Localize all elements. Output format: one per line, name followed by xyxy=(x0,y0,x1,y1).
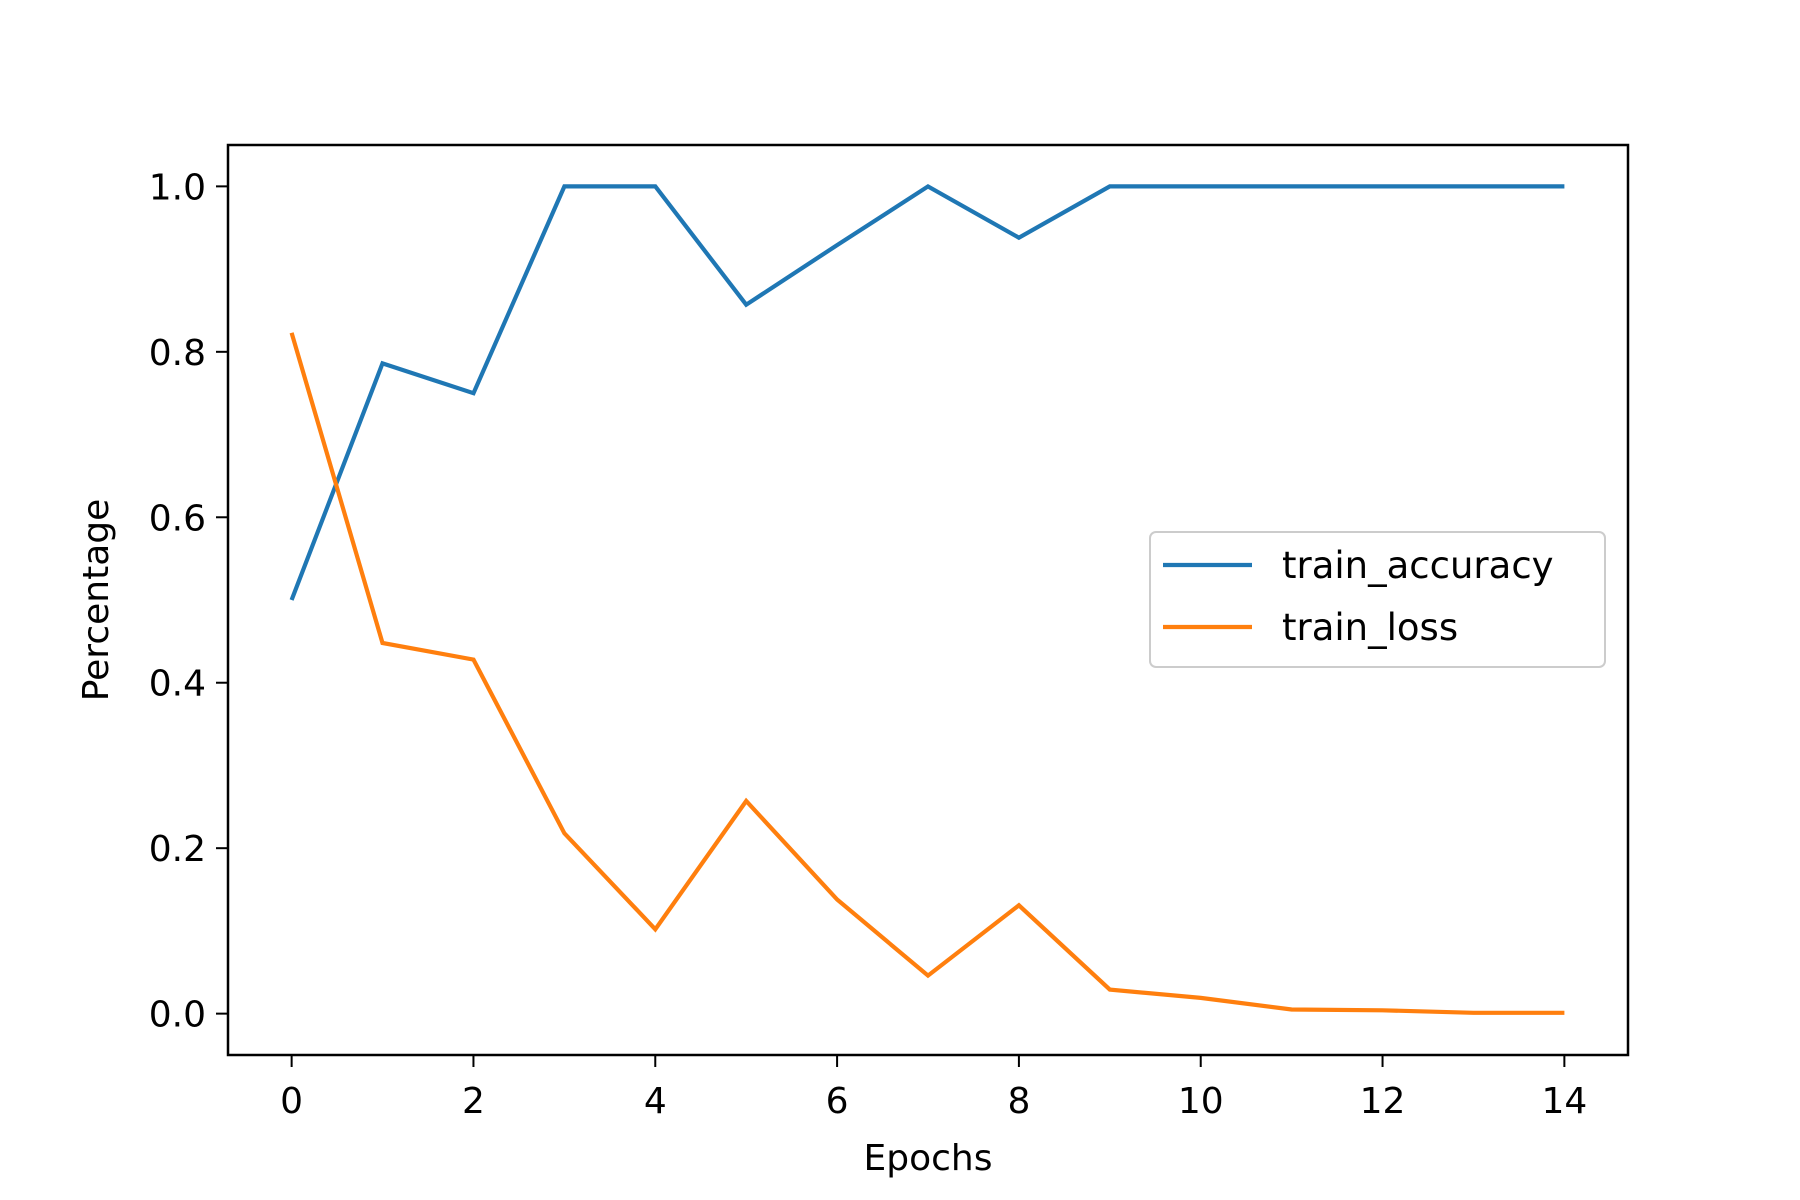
series-line-train-loss xyxy=(289,332,1565,1015)
x-tick-label: 0 xyxy=(280,1081,303,1122)
y-tick-label: 0.2 xyxy=(149,829,206,870)
series-line-train-accuracy xyxy=(289,183,1565,601)
y-tick-label: 0.0 xyxy=(149,995,206,1036)
x-tick-label: 2 xyxy=(462,1081,485,1122)
x-tick-label: 10 xyxy=(1178,1081,1224,1122)
y-axis-title: Percentage xyxy=(76,499,117,702)
legend-box xyxy=(1149,531,1606,668)
y-tick-label: 1.0 xyxy=(149,167,206,208)
x-axis-ticks: 0 2 4 6 8 10 12 14 xyxy=(280,1055,1587,1122)
legend-label-train-loss: train_loss xyxy=(1282,606,1458,649)
x-axis-title: Epochs xyxy=(864,1138,993,1179)
series-layer xyxy=(289,183,1565,1015)
x-tick-label: 8 xyxy=(1007,1081,1030,1122)
y-tick-label: 0.4 xyxy=(149,664,206,705)
legend-label-train-accuracy: train_accuracy xyxy=(1282,544,1554,587)
plot-frame xyxy=(226,143,1630,1057)
legend: train_accuracy train_loss xyxy=(1149,531,1606,668)
y-axis-ticks: 0.0 0.2 0.4 0.6 0.8 1.0 xyxy=(149,167,228,1036)
x-tick-label: 6 xyxy=(826,1081,849,1122)
x-tick-label: 4 xyxy=(644,1081,667,1122)
y-tick-label: 0.8 xyxy=(149,333,206,374)
y-tick-label: 0.6 xyxy=(149,498,206,539)
x-tick-label: 14 xyxy=(1541,1081,1587,1122)
x-tick-label: 12 xyxy=(1360,1081,1406,1122)
